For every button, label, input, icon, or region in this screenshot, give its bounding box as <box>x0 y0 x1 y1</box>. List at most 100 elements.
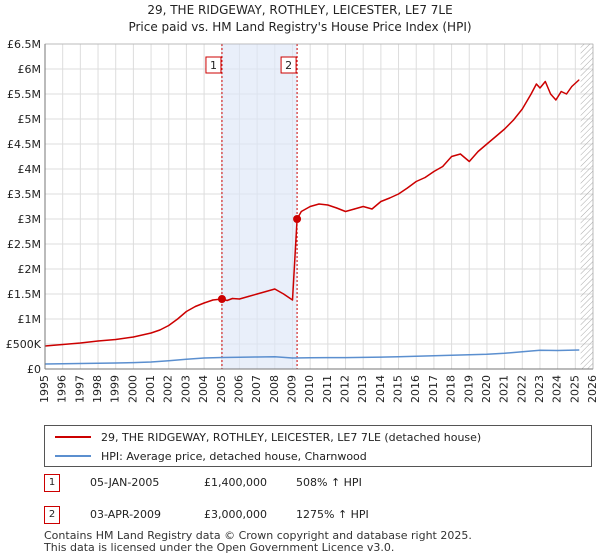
series-point <box>397 356 400 358</box>
x-tick-label: 2019 <box>462 375 475 403</box>
legend-item-property: 29, THE RIDGEWAY, ROTHLEY, LEICESTER, LE… <box>45 428 481 446</box>
series-point <box>544 80 546 83</box>
x-tick-label: 2005 <box>215 375 228 403</box>
y-tick-label: £1.5M <box>7 288 41 301</box>
legend-swatch-property <box>55 436 91 438</box>
series-point <box>238 356 241 358</box>
series-point <box>291 299 294 301</box>
series-point <box>221 356 223 359</box>
x-tick-label: 2013 <box>356 375 369 403</box>
series-point <box>530 93 532 95</box>
sale-period-shading <box>221 44 298 369</box>
series-point <box>79 342 81 344</box>
series-point <box>459 153 462 155</box>
series-point <box>371 208 373 210</box>
series-point <box>504 128 506 130</box>
series-point <box>539 87 541 89</box>
series-point <box>62 343 64 346</box>
sale-marker-label: 1 <box>210 59 217 72</box>
x-tick-label: 2003 <box>179 375 192 403</box>
series-point <box>380 356 382 358</box>
series-point <box>132 362 134 364</box>
sale-date: 05-JAN-2005 <box>90 476 160 489</box>
sale-date: 03-APR-2009 <box>90 508 162 521</box>
x-tick-label: 2001 <box>144 375 157 403</box>
series-point <box>406 187 408 189</box>
series-point <box>97 340 99 342</box>
x-tick-label: 2017 <box>427 375 440 403</box>
series-point <box>353 208 355 210</box>
chart-legend: 29, THE RIDGEWAY, ROTHLEY, LEICESTER, LE… <box>44 425 592 467</box>
series-point <box>450 354 453 356</box>
y-tick-label: £4M <box>18 163 42 176</box>
series-point <box>362 205 364 208</box>
legend-item-hpi: HPI: Average price, detached house, Char… <box>45 447 367 465</box>
x-tick-label: 2020 <box>480 375 493 403</box>
series-point <box>433 355 435 357</box>
series-point <box>327 357 329 359</box>
x-tick-label: 2026 <box>586 375 599 403</box>
series-point <box>521 108 523 110</box>
x-tick-label: 1995 <box>38 375 51 403</box>
x-tick-label: 2018 <box>445 375 458 403</box>
y-tick-label: £1M <box>18 313 42 326</box>
forecast-hatch <box>580 44 593 369</box>
series-point <box>486 353 488 355</box>
y-tick-label: £2.5M <box>7 238 41 251</box>
x-tick-label: 2016 <box>409 375 422 403</box>
x-tick-label: 2004 <box>197 375 210 403</box>
series-point <box>535 83 538 85</box>
series-point <box>578 349 580 351</box>
series-point <box>247 295 249 298</box>
series-point <box>318 203 320 205</box>
series-point <box>185 358 188 360</box>
y-tick-label: £5M <box>18 113 42 126</box>
series-point <box>115 338 117 341</box>
series-point <box>442 165 444 168</box>
x-tick-label: 2000 <box>126 375 139 403</box>
series-point <box>336 207 338 209</box>
series-point <box>495 135 497 138</box>
series-point <box>549 93 552 95</box>
series-point <box>560 90 562 93</box>
series-point <box>327 204 329 206</box>
series-point <box>309 205 311 208</box>
sale-point <box>293 215 302 223</box>
series-point <box>168 360 170 362</box>
series-point <box>344 357 347 359</box>
x-tick-label: 2023 <box>533 375 546 403</box>
series-point <box>521 351 523 353</box>
y-tick-label: £4.5M <box>7 138 41 151</box>
footer-attribution: Contains HM Land Registry data © Crown c… <box>44 530 472 554</box>
x-tick-label: 2007 <box>250 375 263 403</box>
x-tick-label: 1997 <box>73 375 86 403</box>
series-point <box>79 362 81 365</box>
legend-label-property: 29, THE RIDGEWAY, ROTHLEY, LEICESTER, LE… <box>101 430 482 444</box>
y-tick-label: £3M <box>18 213 42 226</box>
series-point <box>486 143 488 145</box>
series-point <box>256 356 258 358</box>
x-tick-label: 2021 <box>498 375 511 403</box>
sale-row: 2 03-APR-2009 £3,000,000 1275% ↑ HPI <box>44 506 592 526</box>
series-point <box>176 318 179 320</box>
series-point <box>468 160 470 163</box>
sale-badge: 1 <box>44 474 60 492</box>
sale-hpi-change: 508% ↑ HPI <box>296 476 362 489</box>
series-point <box>159 329 161 331</box>
series-point <box>477 150 479 153</box>
sale-price: £1,400,000 <box>204 476 267 489</box>
y-tick-label: £6.5M <box>7 38 41 51</box>
series-point <box>557 349 559 352</box>
plot-border <box>44 43 594 370</box>
series-point <box>185 310 188 313</box>
chart-title: 29, THE RIDGEWAY, ROTHLEY, LEICESTER, LE… <box>147 3 452 17</box>
sale-point <box>217 295 226 303</box>
x-tick-label: 2008 <box>268 375 281 403</box>
series-point <box>309 357 311 359</box>
y-tick-label: £500K <box>6 338 42 351</box>
y-tick-label: £5.5M <box>7 88 41 101</box>
legend-label-hpi: HPI: Average price, detached house, Char… <box>101 449 367 463</box>
series-point <box>397 193 400 195</box>
series-point <box>504 352 506 354</box>
x-tick-label: 2015 <box>392 375 405 403</box>
